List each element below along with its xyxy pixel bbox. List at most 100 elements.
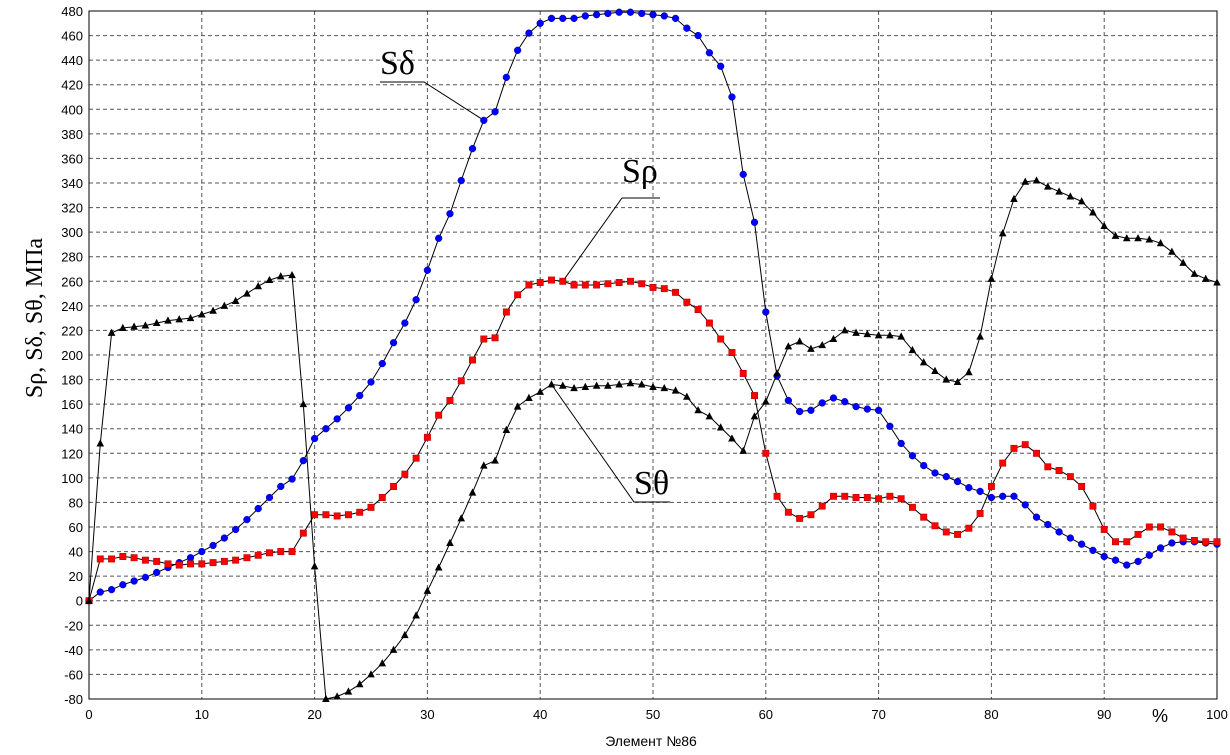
data-point [1021,177,1030,185]
data-point [728,349,736,356]
data-point [389,645,398,653]
data-point [592,11,601,19]
data-point [502,425,511,433]
y-tick-label: 360 [61,151,83,166]
data-point [367,670,375,678]
data-point [683,392,691,400]
data-point [220,534,229,542]
data-point [1100,552,1108,561]
data-point [457,176,465,185]
data-point [1190,269,1199,277]
data-point [942,472,950,481]
data-point [1201,274,1210,282]
data-point [615,380,623,388]
data-point [592,381,601,389]
x-tick-label: 70 [871,707,885,722]
data-point [683,298,691,306]
data-point [1168,539,1176,547]
data-point [536,19,544,27]
data-point [716,423,725,431]
data-point [231,296,240,304]
data-point [604,381,612,389]
data-point [795,337,804,345]
data-point [186,554,195,562]
annotation-s-rho: Sρ [622,153,658,190]
data-point [615,8,623,16]
data-point [423,266,432,274]
data-point [660,383,669,392]
y-tick-label: 40 [69,545,83,560]
data-point [277,482,285,491]
data-point [965,368,973,376]
data-point [807,511,815,519]
data-point [1134,557,1142,566]
data-point [277,548,285,556]
data-point [920,461,928,470]
data-point [1021,501,1029,509]
data-point [840,326,849,334]
data-point [1213,278,1221,286]
data-point [660,285,668,293]
data-point [886,422,894,430]
y-tick-label: 80 [69,495,83,510]
y-tick-label: 140 [61,422,83,437]
x-tick-label: 80 [984,707,998,722]
data-point [954,530,962,538]
data-point [141,573,150,582]
y-tick-label: -80 [64,692,83,707]
data-point [243,554,251,562]
data-point [333,512,341,520]
y-tick-label: 380 [61,127,83,142]
data-point [908,452,917,460]
data-point [130,577,138,585]
data-point [919,358,928,366]
data-point [705,412,714,420]
data-point [1066,192,1075,200]
y-tick-label: 120 [61,446,83,461]
data-point [288,475,296,483]
data-point [1123,561,1131,569]
data-point [830,492,837,500]
y-tick-label: 100 [61,471,83,486]
data-point [152,318,161,327]
y-axis-label: Sρ, Sδ, Sθ, МПа [22,238,48,398]
data-point [818,340,826,349]
data-point [446,210,454,218]
data-point [525,393,533,401]
data-point [1156,544,1165,552]
data-point [795,407,804,416]
data-point [762,308,770,316]
data-point [254,282,262,290]
data-point [119,323,127,331]
data-point [1145,235,1154,243]
data-point [1032,176,1041,184]
data-point [863,405,871,413]
data-point [953,377,962,386]
data-point [965,484,973,492]
data-point [626,8,635,16]
y-tick-label: 420 [61,78,83,93]
y-tick-label: 440 [61,53,83,68]
data-point [1032,513,1041,521]
data-point [1156,239,1165,247]
data-point [401,470,409,478]
data-point [841,398,849,406]
data-point [1066,534,1075,542]
data-point [434,563,443,571]
data-point [265,493,274,502]
data-point [468,144,477,153]
grid [88,10,1218,700]
data-point [536,387,544,395]
data-point [987,493,996,502]
data-point [559,277,567,285]
data-point [987,274,996,282]
series-2 [85,176,1221,702]
data-point [378,494,386,501]
x-tick-label: 40 [533,707,547,722]
data-point [626,379,635,387]
series-group [85,8,1221,702]
y-tick-label: 480 [61,4,83,19]
data-point [739,170,747,179]
series-1 [85,276,1221,605]
x-tick-labels: 0 10 20 30 40 50 60 70 80 90 100 [85,707,1227,722]
